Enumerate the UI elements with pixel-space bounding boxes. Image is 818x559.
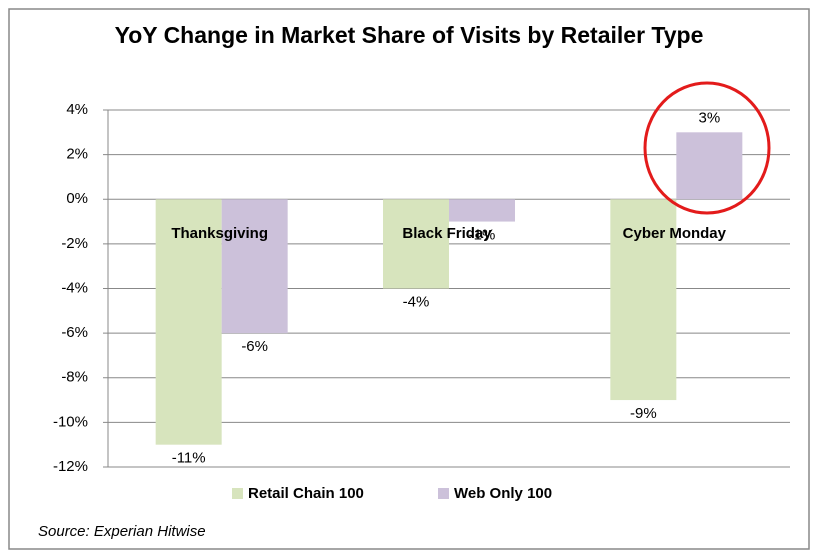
value-label: 3% [698,109,720,126]
y-tick-label: -8% [61,369,88,386]
value-label: -6% [241,338,268,355]
category-label: Cyber Monday [623,225,727,242]
source-note: Source: Experian Hitwise [38,523,206,540]
legend-label: Web Only 100 [454,485,552,502]
bar [610,199,677,401]
value-label: -4% [403,293,430,310]
y-tick-label: -12% [53,458,88,475]
legend-label: Retail Chain 100 [248,485,364,502]
y-tick-label: -10% [53,413,88,430]
highlight-circle [643,81,771,215]
y-tick-label: -4% [61,279,88,296]
legend-swatch [232,488,243,499]
labels: -12% -10% -8% -6% -4% -2% 0% 2% 4% -11% -6% Thanksg… [53,101,727,475]
chart-title: YoY Change in Market Share of Visits by … [114,22,704,48]
bar [449,199,515,222]
y-tick-label: -2% [61,235,88,252]
y-tick-label: 2% [66,146,88,163]
value-label: -1% [469,227,496,244]
bar [155,199,222,445]
y-tick-label: 0% [66,190,88,207]
bar [221,199,288,334]
value-label: -9% [630,405,657,422]
bar [676,132,743,200]
bar [383,199,449,289]
category-label: Thanksgiving [171,225,268,242]
legend-swatch [438,488,449,499]
bars [155,132,743,445]
y-tick-label: 4% [66,101,88,118]
y-tick-label: -6% [61,324,88,341]
value-label: -11% [172,450,206,467]
category-label: Black Friday [402,225,492,242]
